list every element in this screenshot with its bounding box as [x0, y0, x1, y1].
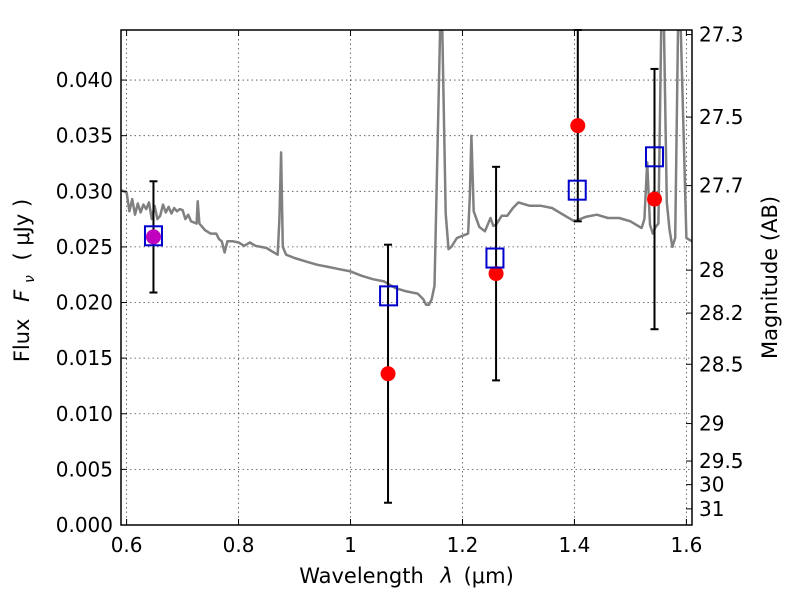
y-axis-label: Flux F ν ( μJy )	[10, 199, 39, 362]
y-tick-label: 0.030	[56, 179, 113, 203]
x-axis-label-prefix: Wavelength	[299, 564, 424, 588]
data-point-square	[379, 285, 399, 307]
data-point-circle	[570, 118, 586, 134]
y-axis-label-sub: ν	[22, 275, 38, 283]
y2-tick-label: 28	[699, 258, 724, 282]
y2-tick-label: 29.5	[699, 449, 744, 473]
model-spectrum-line	[121, 30, 692, 307]
y2-tick-label: 28.5	[699, 352, 744, 376]
ticks-layer: 0.6 0.8 1 1.2 1.4 1.6 0.000 0.005 0.010 0.015 0.02…	[56, 23, 744, 557]
grid-layer	[121, 30, 692, 526]
data-point-square	[485, 247, 505, 269]
y-tick-label: 0.015	[56, 346, 113, 370]
x-tick-label: 1	[344, 533, 357, 557]
model-spectrum-layer	[121, 30, 692, 307]
x-tick-label: 1.6	[670, 533, 702, 557]
y-tick-label: 0.020	[56, 291, 113, 315]
data-point-square	[567, 179, 587, 201]
y-tick-label: 0.025	[56, 235, 113, 259]
y2-tick-label: 31	[699, 497, 724, 521]
data-point-circle	[488, 266, 504, 282]
secondary-y-axis-label: Magnitude (AB)	[758, 196, 782, 359]
data-point-circle	[380, 366, 396, 382]
x-tick-label: 0.8	[223, 533, 255, 557]
x-tick-label: 1.2	[447, 533, 479, 557]
y-tick-label: 0.040	[56, 68, 113, 92]
y2-tick-label: 30	[699, 473, 724, 497]
x-axis-label: Wavelength λ (μm)	[299, 564, 514, 588]
y2-tick-label: 29	[699, 412, 724, 436]
x-axis-label-unit: (μm)	[464, 564, 514, 588]
y-axis-label-prefix: Flux	[10, 319, 34, 363]
y2-tick-label: 27.5	[699, 105, 744, 129]
data-point-circle	[646, 191, 662, 207]
data-point-square	[644, 146, 664, 168]
data-point-square	[143, 225, 163, 247]
error-bars-layer	[149, 29, 659, 504]
y-tick-label: 0.000	[56, 513, 113, 537]
y-tick-label: 0.010	[56, 402, 113, 426]
y2-tick-label: 27.3	[699, 23, 744, 47]
x-tick-label: 1.4	[559, 533, 591, 557]
x-axis-label-symbol: λ	[439, 564, 452, 588]
markers-layer	[143, 118, 664, 382]
y-axis-label-unit: ( μJy )	[10, 199, 34, 261]
y2-tick-label: 27.7	[699, 174, 744, 198]
y-tick-label: 0.005	[56, 457, 113, 481]
x-tick-label: 0.6	[111, 533, 143, 557]
plot-frame	[120, 29, 693, 526]
y2-tick-label: 28.2	[699, 301, 744, 325]
y-axis-label-symbol: F	[10, 289, 34, 302]
data-point-circle	[145, 229, 161, 245]
y-tick-label: 0.035	[56, 124, 113, 148]
